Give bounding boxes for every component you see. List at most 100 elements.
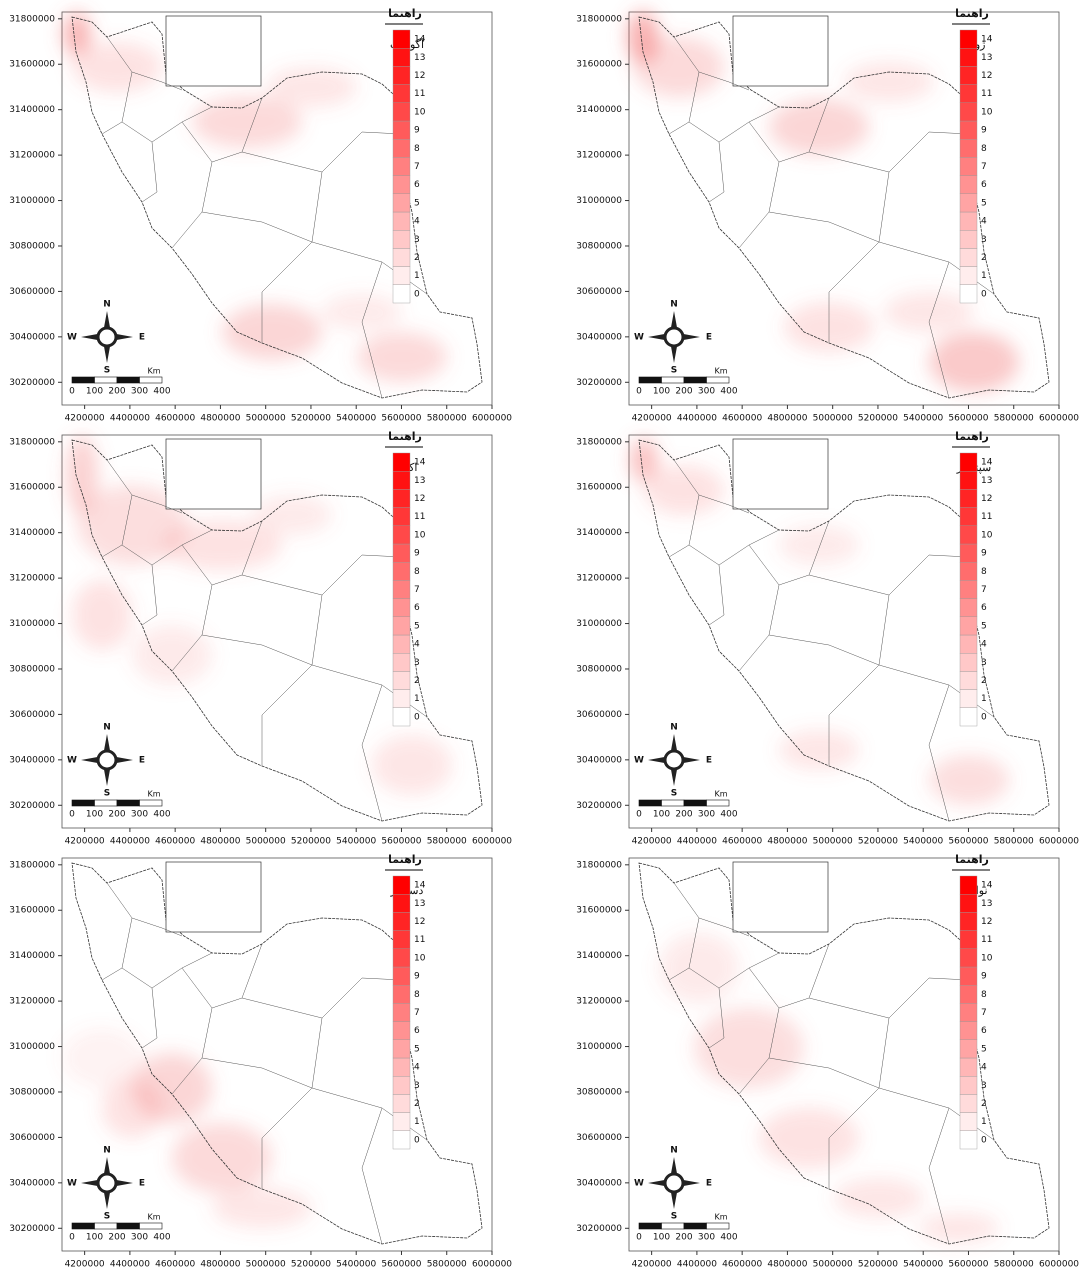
scale-segment — [706, 376, 730, 384]
y-tick-label: 31200000 — [576, 151, 622, 161]
legend-swatch — [392, 489, 411, 508]
scale-label: 400 — [720, 1233, 737, 1243]
legend-label: 13 — [414, 53, 425, 63]
legend-swatch — [392, 652, 411, 672]
scale-unit: Km — [714, 367, 727, 376]
scale-segment — [116, 1222, 140, 1230]
x-tick-label: 4400000 — [677, 1260, 717, 1270]
legend-label: 1 — [981, 271, 987, 281]
x-tick-label: 4600000 — [155, 1260, 195, 1270]
caspian-sea — [165, 15, 262, 87]
legend-swatch — [959, 1003, 978, 1022]
scale-label: 200 — [108, 810, 125, 820]
legend-label: 1 — [414, 1117, 420, 1127]
x-tick-label: 4800000 — [767, 1260, 807, 1270]
scale-label: 300 — [698, 810, 715, 820]
province-border — [141, 564, 158, 626]
legend-swatch — [959, 580, 978, 599]
province-border — [261, 1017, 323, 1189]
legend-label: 7 — [414, 585, 420, 595]
province-border — [101, 544, 123, 558]
legend-swatch — [959, 616, 978, 636]
legend-swatch — [392, 580, 411, 599]
scale-label: 300 — [131, 810, 148, 820]
legend-label: 3 — [981, 235, 987, 245]
heat-blob — [192, 96, 302, 148]
scale-segment — [638, 799, 662, 807]
y-tick-label: 30600000 — [576, 287, 622, 297]
legend-label: 8 — [414, 990, 420, 1000]
scale-label: 100 — [653, 387, 670, 397]
province-border — [668, 544, 690, 558]
country-outline — [638, 16, 1050, 399]
province-border — [141, 141, 158, 203]
province-border — [828, 171, 890, 343]
caspian-sea — [165, 438, 262, 510]
y-tick-label: 30400000 — [576, 755, 622, 765]
scale-segment — [116, 376, 140, 384]
y-tick-label: 31800000 — [576, 437, 622, 447]
legend-label: 1 — [981, 1117, 987, 1127]
y-tick-label: 31200000 — [9, 574, 55, 584]
compass-north: N — [103, 300, 111, 310]
legend-swatch — [959, 930, 978, 949]
compass-east: E — [139, 1179, 145, 1189]
legend-label: 9 — [414, 549, 420, 559]
province-border — [748, 520, 830, 586]
scale-label: 100 — [86, 1233, 103, 1243]
heat-blob — [659, 933, 739, 1003]
compass-east: E — [139, 333, 145, 343]
y-tick-label: 30800000 — [9, 664, 55, 674]
legend-swatch — [959, 894, 978, 913]
legend-label: 4 — [414, 640, 420, 650]
province-border — [928, 684, 950, 822]
map-panel: نوامبر3020000030400000306000003080000031… — [576, 853, 1079, 1270]
y-tick-label: 31200000 — [9, 997, 55, 1007]
legend-label: 7 — [981, 1008, 987, 1018]
y-tick-label: 31800000 — [9, 860, 55, 870]
x-tick-label: 6000000 — [472, 837, 512, 847]
legend-label: 4 — [981, 217, 987, 227]
legend-swatch — [959, 66, 978, 85]
heat-blob — [779, 525, 859, 565]
legend-swatch — [959, 671, 978, 690]
legend-label: 7 — [981, 585, 987, 595]
x-tick-label: 5600000 — [381, 1260, 421, 1270]
legend-label: 3 — [414, 658, 420, 668]
legend-swatch — [959, 229, 978, 249]
legend-swatch — [959, 29, 978, 49]
heat-blob — [634, 37, 724, 97]
x-tick-label: 4600000 — [155, 837, 195, 847]
legend-label: 11 — [981, 512, 992, 522]
legend-label: 9 — [981, 549, 987, 559]
legend-title: راهنما — [955, 430, 989, 443]
province-border — [768, 211, 880, 243]
legend-label: 5 — [981, 198, 987, 208]
legend-label: 11 — [414, 935, 425, 945]
compass-ring — [96, 326, 118, 348]
y-tick-label: 31800000 — [576, 14, 622, 24]
x-tick-label: 6000000 — [472, 1260, 512, 1270]
scale-label: 0 — [636, 1233, 642, 1243]
scale-label: 100 — [653, 810, 670, 820]
legend-swatch — [392, 894, 411, 913]
legend-swatch — [959, 1039, 978, 1059]
scale-label: 100 — [653, 1233, 670, 1243]
legend-label: 9 — [981, 126, 987, 136]
legend-label: 3 — [414, 1081, 420, 1091]
compass-south: S — [104, 1212, 110, 1222]
compass-west: W — [634, 333, 644, 343]
province-border — [708, 987, 725, 1049]
compass-east: E — [706, 333, 712, 343]
y-tick-label: 30400000 — [576, 332, 622, 342]
scale-segment — [94, 799, 118, 807]
province-border — [101, 967, 123, 981]
legend-swatch — [392, 561, 411, 581]
y-tick-label: 30600000 — [9, 1133, 55, 1143]
x-tick-label: 4600000 — [722, 414, 762, 424]
y-tick-label: 31600000 — [9, 483, 55, 493]
scale-label: 400 — [153, 810, 170, 820]
legend-swatch — [392, 266, 411, 286]
scale-label: 300 — [131, 387, 148, 397]
y-tick-label: 30200000 — [576, 378, 622, 388]
